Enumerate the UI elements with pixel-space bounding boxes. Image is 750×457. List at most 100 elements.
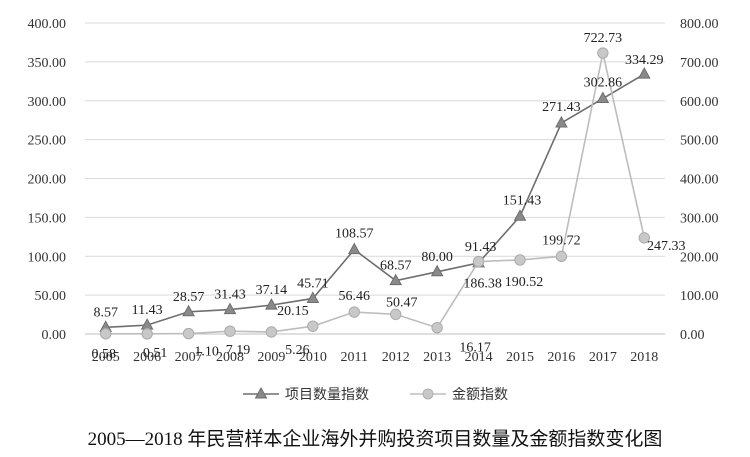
left-tick-label: 400.00 [28, 17, 67, 32]
data-label-amount: 247.33 [647, 239, 686, 254]
point-marker-amount [265, 326, 278, 338]
series-line-count [105, 73, 645, 329]
point-marker-count [306, 291, 320, 303]
point-marker-amount [307, 320, 319, 332]
x-tick-label: 2018 [630, 350, 658, 365]
point-marker-amount [182, 327, 195, 340]
x-tick-label: 2016 [547, 350, 575, 365]
point-marker-amount [555, 250, 568, 263]
data-label-count: 91.43 [465, 240, 497, 255]
x-tick-label: 2005 [92, 350, 120, 365]
gridlines [85, 22, 665, 335]
point-marker-count [265, 298, 278, 310]
data-label-count: 271.43 [542, 100, 581, 115]
series-line-amount [105, 52, 646, 335]
x-tick-label: 2006 [133, 350, 161, 365]
left-tick-label: 150.00 [28, 211, 67, 226]
x-tick-label: 2011 [341, 350, 368, 365]
data-label-count: 302.86 [584, 76, 623, 91]
left-tick-label: 0.00 [42, 328, 67, 343]
point-marker-count [513, 209, 527, 221]
left-tick-label: 350.00 [28, 56, 67, 71]
data-label-amount: 722.73 [584, 31, 623, 46]
point-marker-count [430, 264, 444, 277]
left-tick-label: 250.00 [28, 134, 67, 149]
point-marker-amount [431, 322, 443, 334]
x-tick-label: 2017 [589, 350, 617, 365]
data-label-count: 8.57 [93, 305, 118, 320]
right-tick-label: 300.00 [680, 211, 719, 226]
x-tick-label: 2008 [216, 350, 244, 365]
point-marker-amount [638, 232, 650, 244]
data-label-amount: 7.19 [226, 343, 251, 358]
left-tick-label: 300.00 [28, 95, 67, 110]
legend-label-count: 项目数量指数 [285, 386, 369, 402]
data-label-count: 45.71 [297, 276, 329, 291]
data-label-count: 28.57 [173, 290, 205, 305]
data-label-amount: 5.26 [285, 343, 310, 358]
legend-item-count: 项目数量指数 [243, 386, 369, 402]
chart-caption: 2005—2018 年民营样本企业海外并购投资项目数量及金额指数变化图 [87, 429, 663, 450]
data-label-amount: 0.51 [143, 346, 168, 361]
point-marker-amount [597, 47, 609, 59]
data-label-count: 151.43 [503, 193, 542, 208]
point-marker-amount [514, 254, 526, 266]
left-tick-label: 200.00 [28, 173, 67, 188]
left-tick-label: 50.00 [35, 289, 67, 304]
data-label-amount: 16.17 [459, 341, 491, 356]
point-marker-count [223, 302, 237, 315]
point-marker-amount [348, 306, 360, 318]
data-label-count: 334.29 [625, 53, 664, 68]
data-label-amount: 199.72 [542, 233, 581, 248]
legend: 项目数量指数 金额指数 [243, 386, 508, 402]
x-tick-label: 2013 [423, 350, 451, 365]
point-marker-count [596, 91, 610, 104]
x-tick-label: 2015 [506, 350, 534, 365]
point-marker-count [555, 115, 568, 128]
circle-marker-icon [422, 388, 434, 400]
right-axis: 0.00 100.00 200.00 300.00 400.00 500.00 600.00… [680, 17, 719, 343]
data-label-count: 31.43 [214, 288, 246, 303]
right-tick-label: 800.00 [680, 17, 719, 32]
right-tick-label: 0.00 [680, 328, 705, 343]
data-label-count: 80.00 [421, 250, 453, 265]
data-labels: 8.57 11.43 28.57 31.43 37.14 45.71 108.57 68.57… [91, 31, 685, 362]
x-tick-label: 2007 [175, 350, 203, 365]
right-tick-label: 400.00 [680, 173, 719, 188]
x-tick-label: 2014 [465, 350, 493, 365]
data-label-count: 68.57 [380, 259, 412, 274]
series-layer [99, 47, 651, 340]
data-label-amount: 190.52 [505, 275, 544, 290]
data-label-count: 108.57 [335, 227, 374, 242]
point-marker-amount [100, 328, 112, 340]
right-tick-label: 700.00 [680, 56, 719, 71]
data-label-amount: 20.15 [277, 304, 309, 319]
data-label-amount: 1.10 [194, 345, 219, 360]
x-tick-label: 2012 [382, 350, 410, 365]
data-label-amount: 0.58 [91, 347, 116, 362]
point-marker-count [637, 67, 651, 79]
right-tick-label: 500.00 [680, 134, 719, 149]
legend-label-amount: 金额指数 [452, 386, 508, 402]
x-axis: 2005 2006 2007 2008 2009 2010 2011 2012 2013 2014… [92, 350, 659, 365]
data-label-amount: 56.46 [339, 289, 371, 304]
point-marker-amount [141, 328, 153, 340]
right-tick-label: 200.00 [680, 250, 719, 265]
right-tick-label: 600.00 [680, 95, 719, 110]
triangle-marker-icon [254, 386, 268, 399]
legend-item-amount: 金额指数 [410, 386, 508, 402]
left-axis: 0.00 50.00 100.00 150.00 200.00 250.00 300.00 3… [28, 17, 67, 343]
data-label-count: 11.43 [132, 303, 163, 318]
point-marker-amount [390, 308, 402, 321]
data-label-count: 37.14 [256, 283, 288, 298]
point-marker-count [347, 242, 361, 255]
x-tick-label: 2009 [257, 350, 285, 365]
point-marker-count [182, 304, 195, 317]
data-label-amount: 50.47 [386, 295, 418, 310]
point-marker-count [389, 273, 403, 286]
point-marker-amount [472, 255, 485, 268]
point-marker-amount [224, 325, 236, 337]
data-label-amount: 186.38 [463, 277, 502, 292]
left-tick-label: 100.00 [28, 250, 67, 265]
